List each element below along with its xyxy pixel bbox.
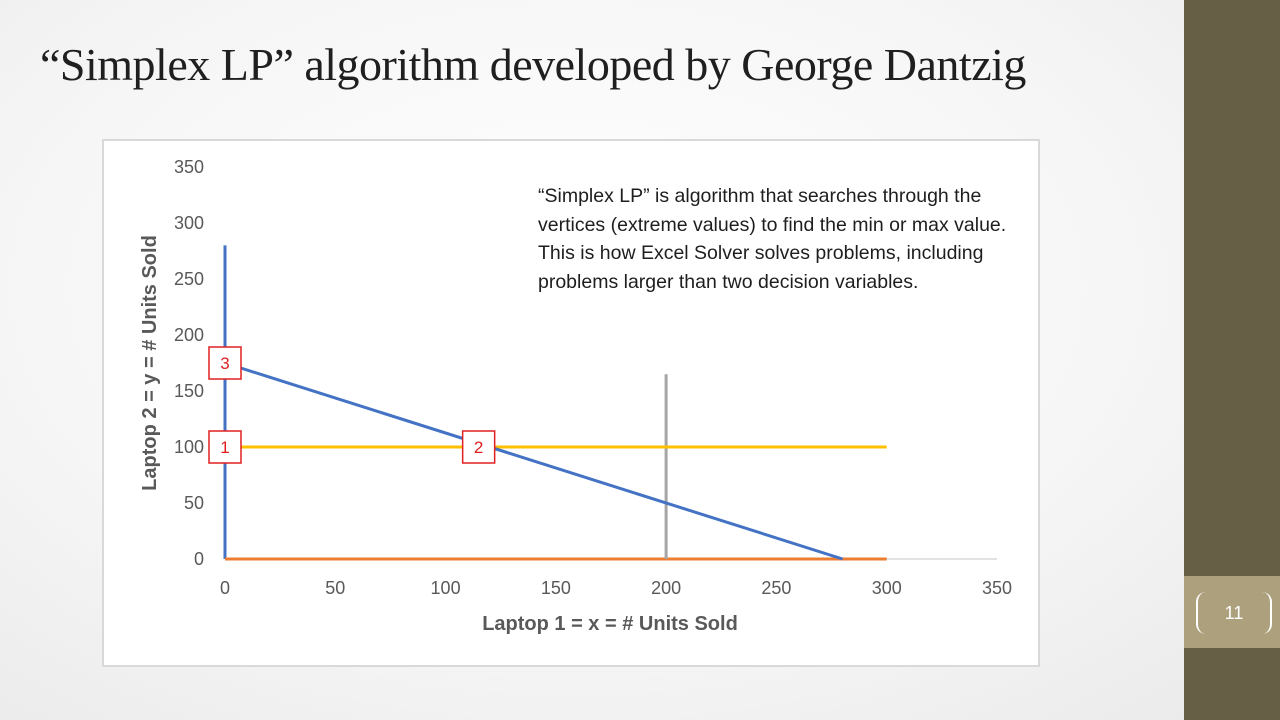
y-tick-label: 100 bbox=[174, 437, 204, 457]
y-tick-label: 250 bbox=[174, 269, 204, 289]
x-tick-label: 250 bbox=[761, 578, 791, 598]
series-line-5 bbox=[224, 361, 844, 561]
x-tick-label: 300 bbox=[872, 578, 902, 598]
x-tick-label: 0 bbox=[220, 578, 230, 598]
x-axis-label: Laptop 1 = x = # Units Sold bbox=[482, 613, 738, 635]
vertex-label-1: 1 bbox=[208, 430, 242, 464]
svg-text:1: 1 bbox=[220, 438, 229, 457]
x-tick-label: 100 bbox=[431, 578, 461, 598]
slide-title: “Simplex LP” algorithm developed by Geor… bbox=[40, 39, 1026, 90]
chart-frame bbox=[102, 139, 1040, 667]
y-tick-label: 0 bbox=[194, 549, 204, 569]
svg-text:3: 3 bbox=[220, 354, 229, 373]
y-tick-label: 300 bbox=[174, 213, 204, 233]
algorithm-note: “Simplex LP” is algorithm that searches … bbox=[538, 185, 1007, 293]
x-tick-label: 50 bbox=[325, 578, 345, 598]
y-tick-label: 50 bbox=[184, 493, 204, 513]
y-tick-label: 150 bbox=[174, 381, 204, 401]
x-tick-label: 200 bbox=[651, 578, 681, 598]
svg-text:2: 2 bbox=[474, 438, 483, 457]
y-tick-label: 200 bbox=[174, 325, 204, 345]
page-number-tab bbox=[1184, 576, 1280, 648]
x-tick-label: 150 bbox=[541, 578, 571, 598]
x-tick-label: 350 bbox=[982, 578, 1012, 598]
y-tick-label: 350 bbox=[174, 157, 204, 177]
y-axis-label: Laptop 2 = y = # Units Sold bbox=[139, 235, 161, 491]
vertex-label-2: 2 bbox=[461, 430, 496, 464]
vertex-label-3: 3 bbox=[208, 346, 242, 380]
page-number: 11 bbox=[1196, 592, 1272, 634]
